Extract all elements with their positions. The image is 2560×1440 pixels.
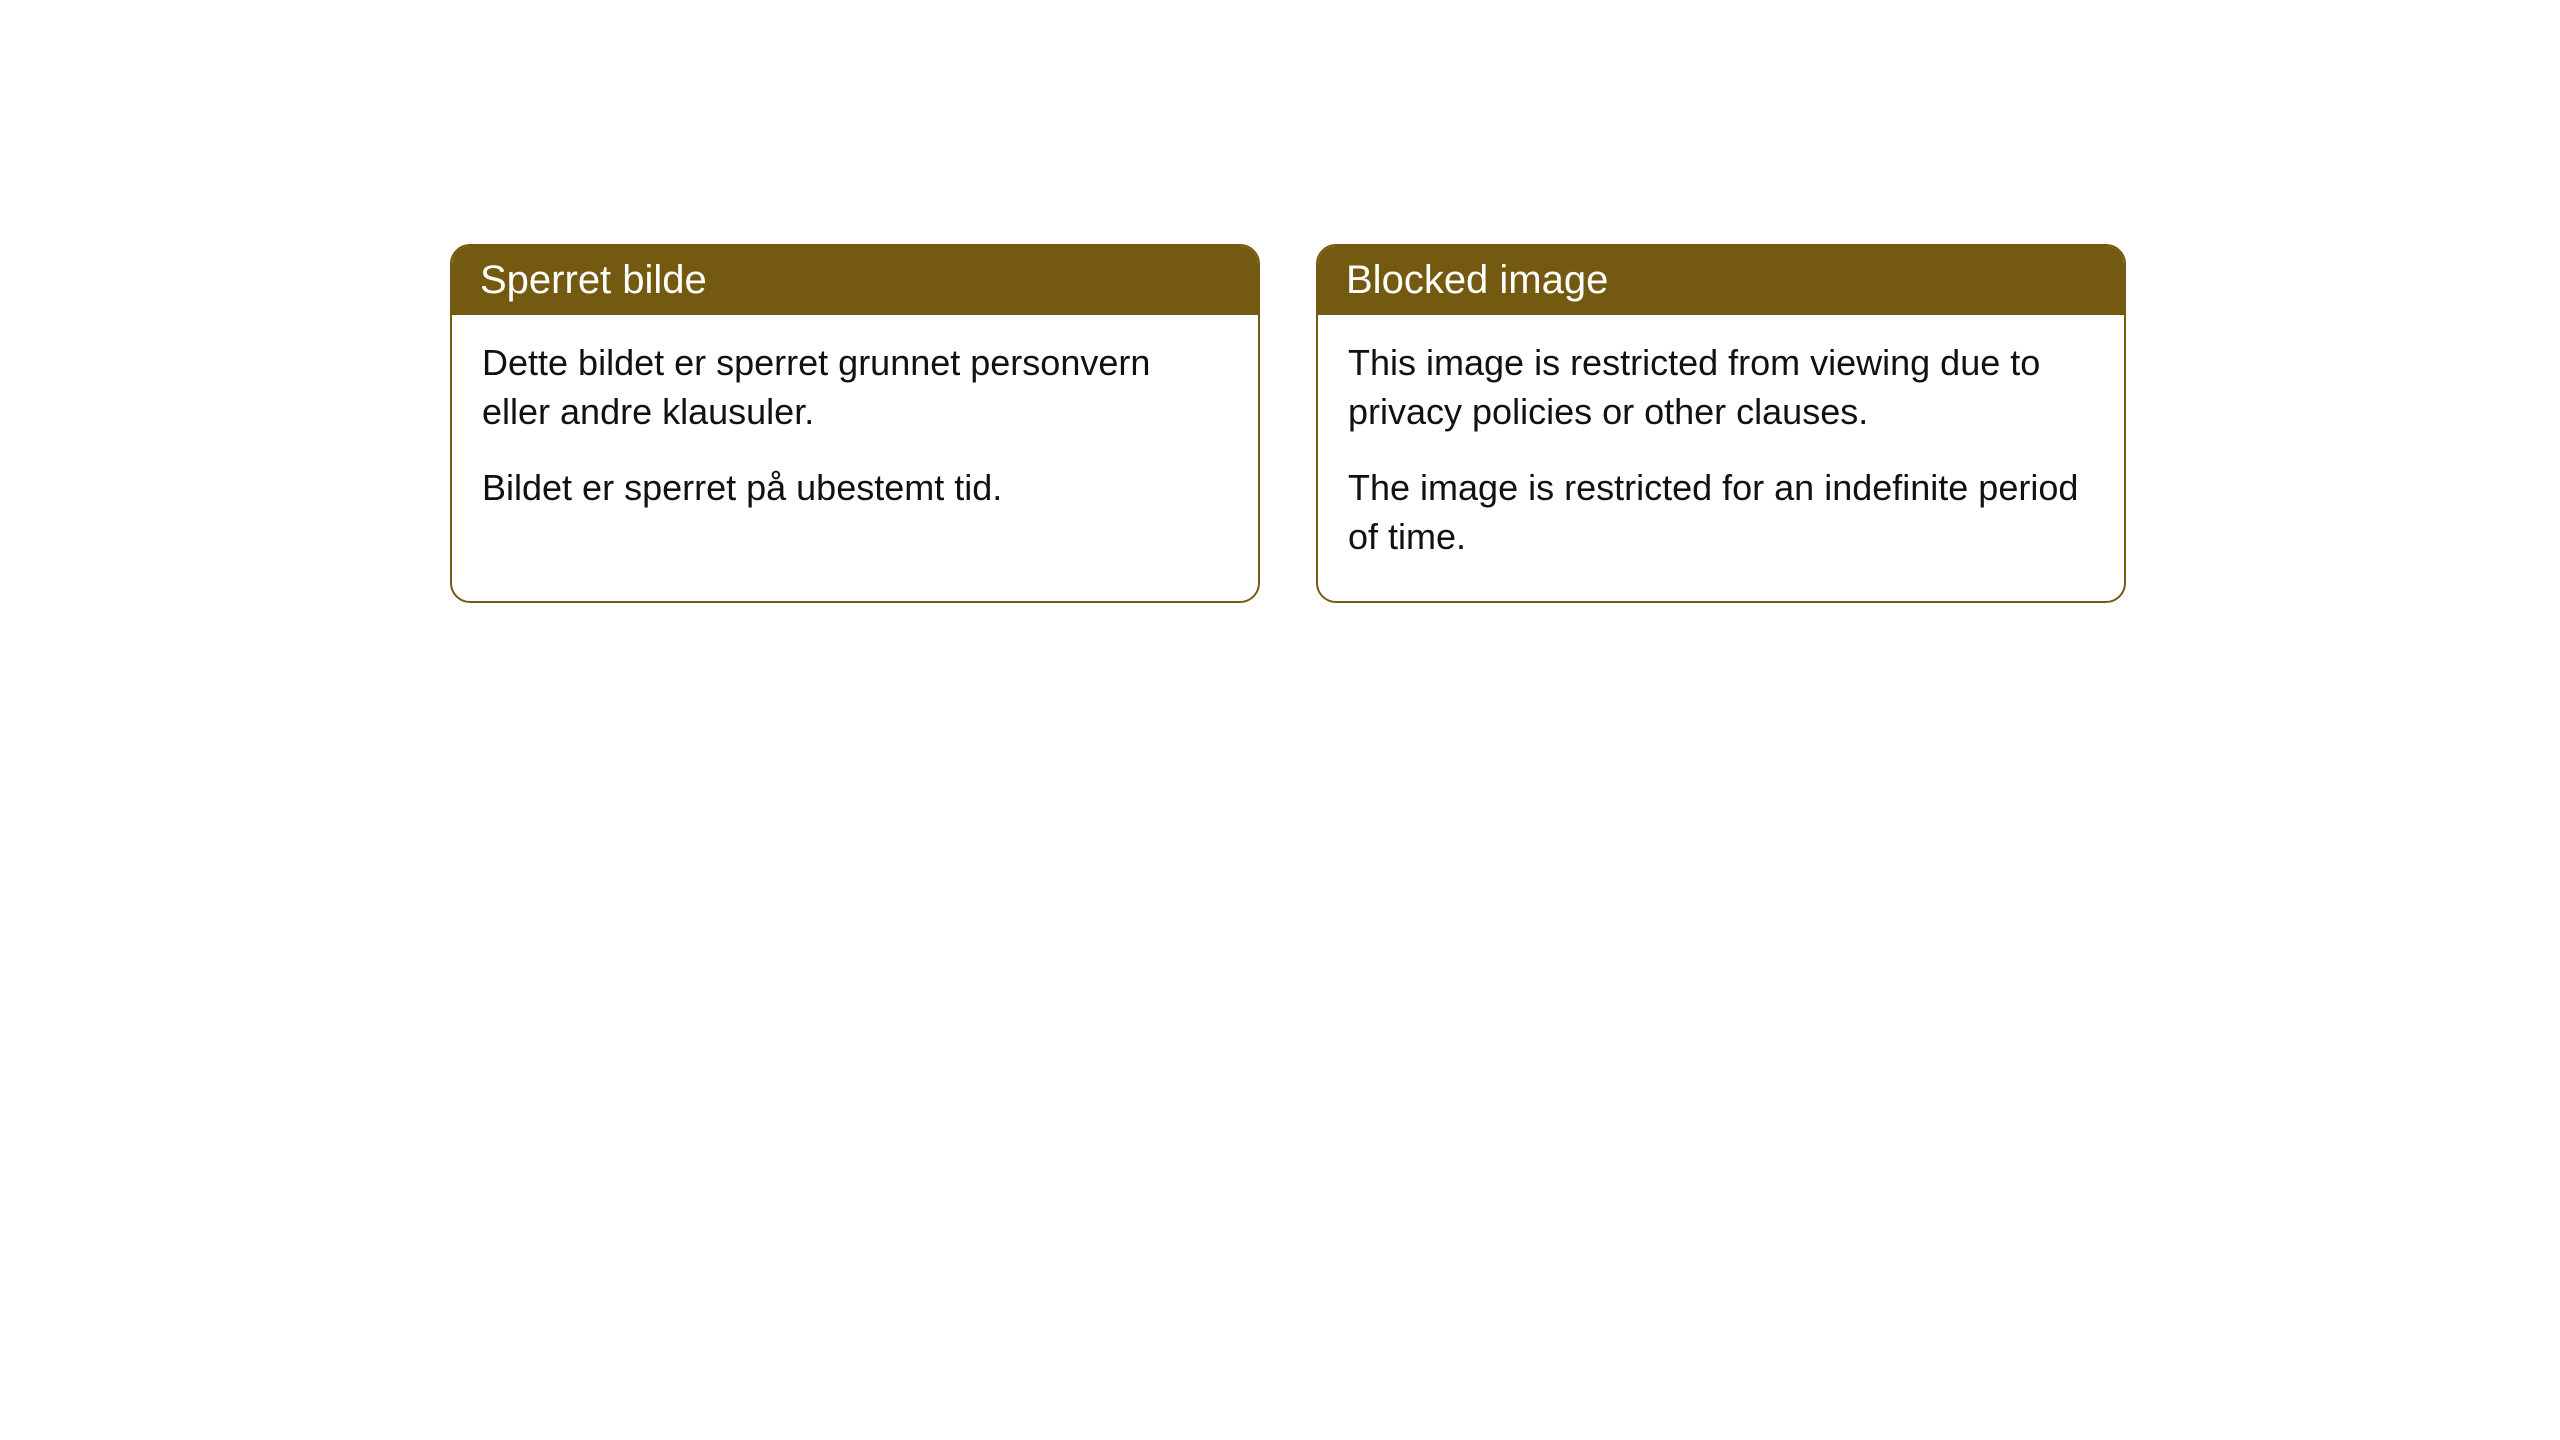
card-header: Blocked image: [1318, 246, 2124, 315]
card-header: Sperret bilde: [452, 246, 1258, 315]
notice-card-norwegian: Sperret bilde Dette bildet er sperret gr…: [450, 244, 1260, 603]
card-title: Sperret bilde: [480, 258, 707, 302]
notice-cards-container: Sperret bilde Dette bildet er sperret gr…: [0, 0, 2560, 603]
card-paragraph-2: The image is restricted for an indefinit…: [1348, 464, 2094, 561]
card-title: Blocked image: [1346, 258, 1608, 302]
card-body: Dette bildet er sperret grunnet personve…: [452, 315, 1258, 553]
card-body: This image is restricted from viewing du…: [1318, 315, 2124, 601]
card-paragraph-2: Bildet er sperret på ubestemt tid.: [482, 464, 1228, 513]
card-paragraph-1: Dette bildet er sperret grunnet personve…: [482, 339, 1228, 436]
card-paragraph-1: This image is restricted from viewing du…: [1348, 339, 2094, 436]
notice-card-english: Blocked image This image is restricted f…: [1316, 244, 2126, 603]
